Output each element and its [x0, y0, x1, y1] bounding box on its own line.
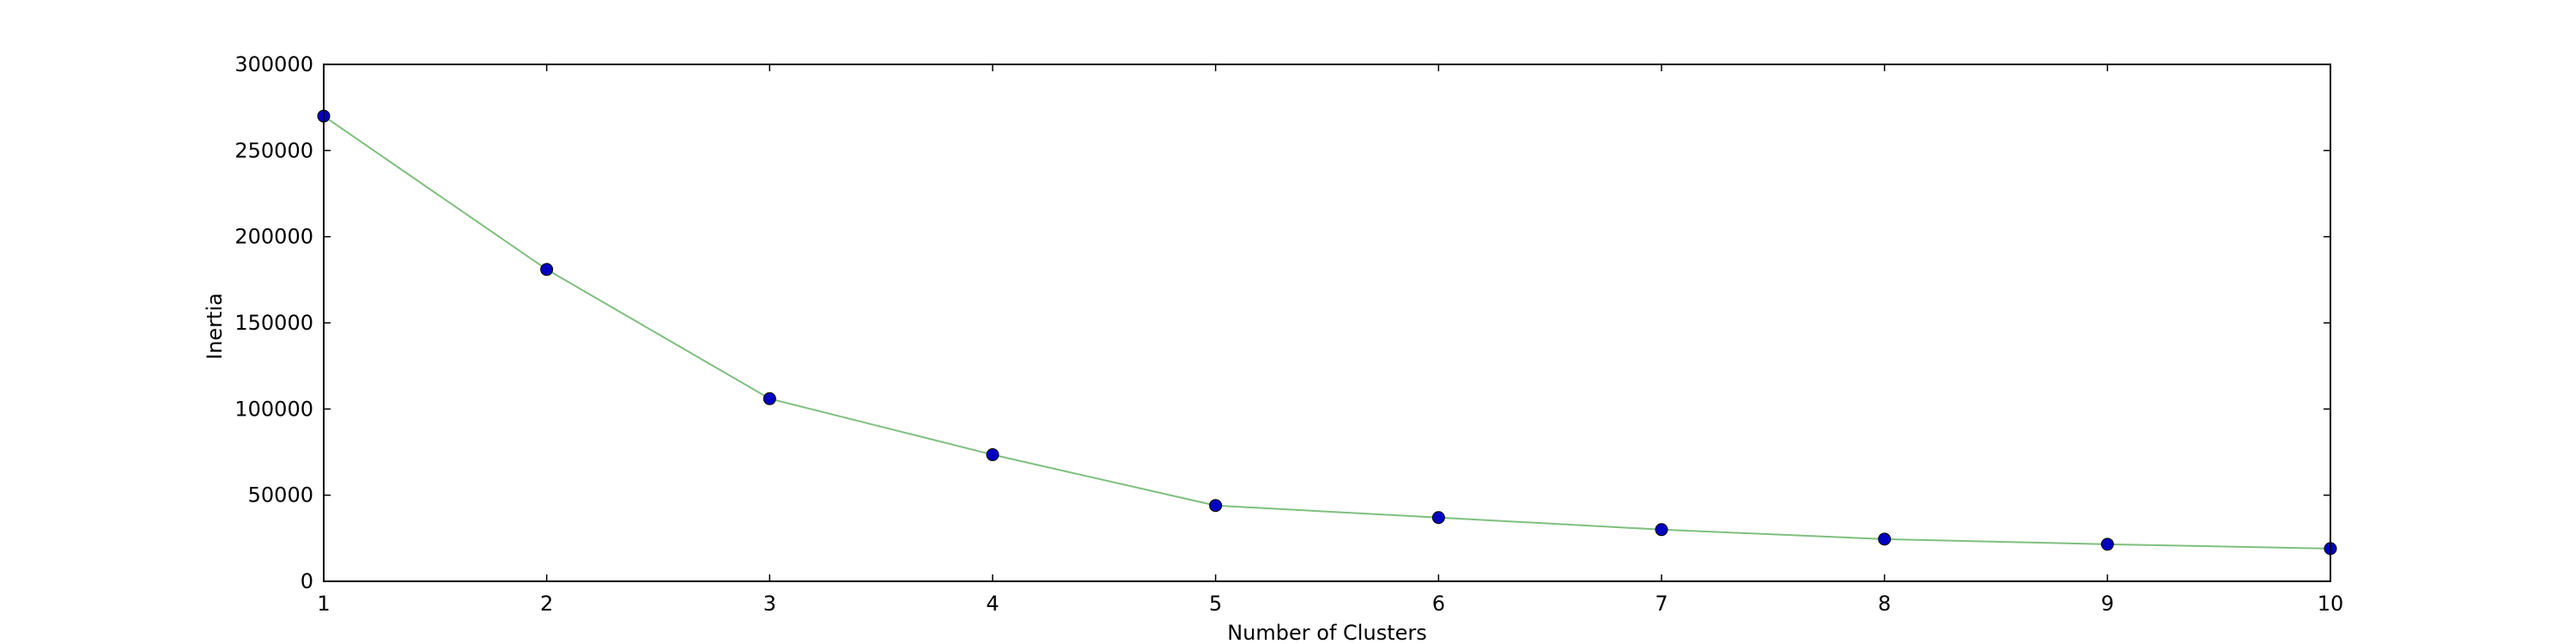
- x-axis-label: Number of Clusters: [1227, 621, 1427, 644]
- y-tick-label: 0: [301, 569, 313, 593]
- x-tick-label: 5: [1209, 592, 1222, 616]
- x-tick-label: 3: [763, 592, 776, 616]
- x-tick-label: 4: [986, 592, 999, 616]
- data-point: [1655, 523, 1668, 537]
- axis-ticks: [323, 64, 2331, 582]
- x-tick-label: 2: [540, 592, 553, 616]
- y-tick-label: 250000: [234, 138, 313, 162]
- data-point: [1209, 499, 1223, 513]
- x-tick-label: 9: [2101, 592, 2114, 616]
- y-tick-label: 300000: [234, 52, 313, 76]
- x-tick-label: 8: [1878, 592, 1891, 616]
- data-point: [540, 263, 554, 276]
- data-point: [1431, 511, 1445, 525]
- y-tick-label: 150000: [234, 311, 313, 335]
- x-tick-label: 6: [1432, 592, 1445, 616]
- data-point: [986, 448, 999, 462]
- y-tick-label: 100000: [234, 397, 313, 421]
- y-tick-label: 50000: [248, 483, 313, 507]
- data-point: [1878, 532, 1892, 546]
- plot-frame: [323, 64, 2331, 582]
- data-point: [2100, 538, 2114, 551]
- data-point: [762, 392, 776, 405]
- x-tick-label: 10: [2318, 592, 2344, 616]
- plot-area: [317, 109, 2337, 556]
- y-tick-label: 200000: [234, 225, 313, 249]
- x-tick-labels: 1 2 3 4 5 6 7 8 9 10: [317, 592, 2343, 616]
- y-tick-labels: 0 50000 100000 150000 200000 250000 300000: [234, 52, 313, 593]
- x-tick-label: 1: [317, 592, 330, 616]
- x-tick-label: 7: [1655, 592, 1668, 616]
- y-axis-label: Inertia: [203, 293, 227, 360]
- series-line: [323, 115, 2331, 550]
